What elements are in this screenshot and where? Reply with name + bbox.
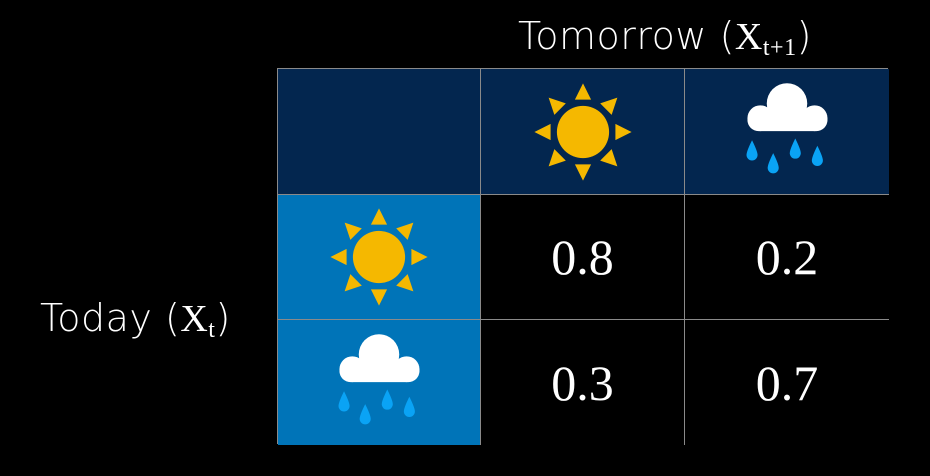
column-header-rainy [685, 69, 889, 195]
row-axis-variable: X [180, 298, 209, 340]
matrix-cell: 0.7 [685, 320, 889, 445]
column-axis-variable: X [734, 16, 763, 58]
column-axis-text: Tomorrow ( [518, 14, 735, 58]
column-header-sunny [481, 69, 685, 195]
row-axis-label: Today (Xt) [40, 296, 231, 344]
row-header-sunny [278, 195, 481, 320]
row-axis-close: ) [215, 296, 231, 340]
sun-icon [529, 78, 637, 186]
transition-matrix: 0.8 0.2 0.3 0.7 [277, 68, 889, 445]
sun-icon [325, 203, 433, 311]
rain-cloud-icon [741, 80, 833, 184]
matrix-cell: 0.3 [481, 320, 685, 445]
matrix-cell: 0.2 [685, 195, 889, 320]
row-axis-subscript: t [208, 317, 216, 343]
column-axis-subscript: t+1 [762, 35, 797, 61]
corner-cell [278, 69, 481, 195]
matrix-cell: 0.8 [481, 195, 685, 320]
row-axis-text: Today ( [40, 296, 181, 340]
column-axis-label: Tomorrow (Xt+1) [518, 14, 812, 62]
rain-cloud-icon [333, 331, 425, 435]
row-header-rainy [278, 320, 481, 445]
column-axis-close: ) [796, 14, 812, 58]
